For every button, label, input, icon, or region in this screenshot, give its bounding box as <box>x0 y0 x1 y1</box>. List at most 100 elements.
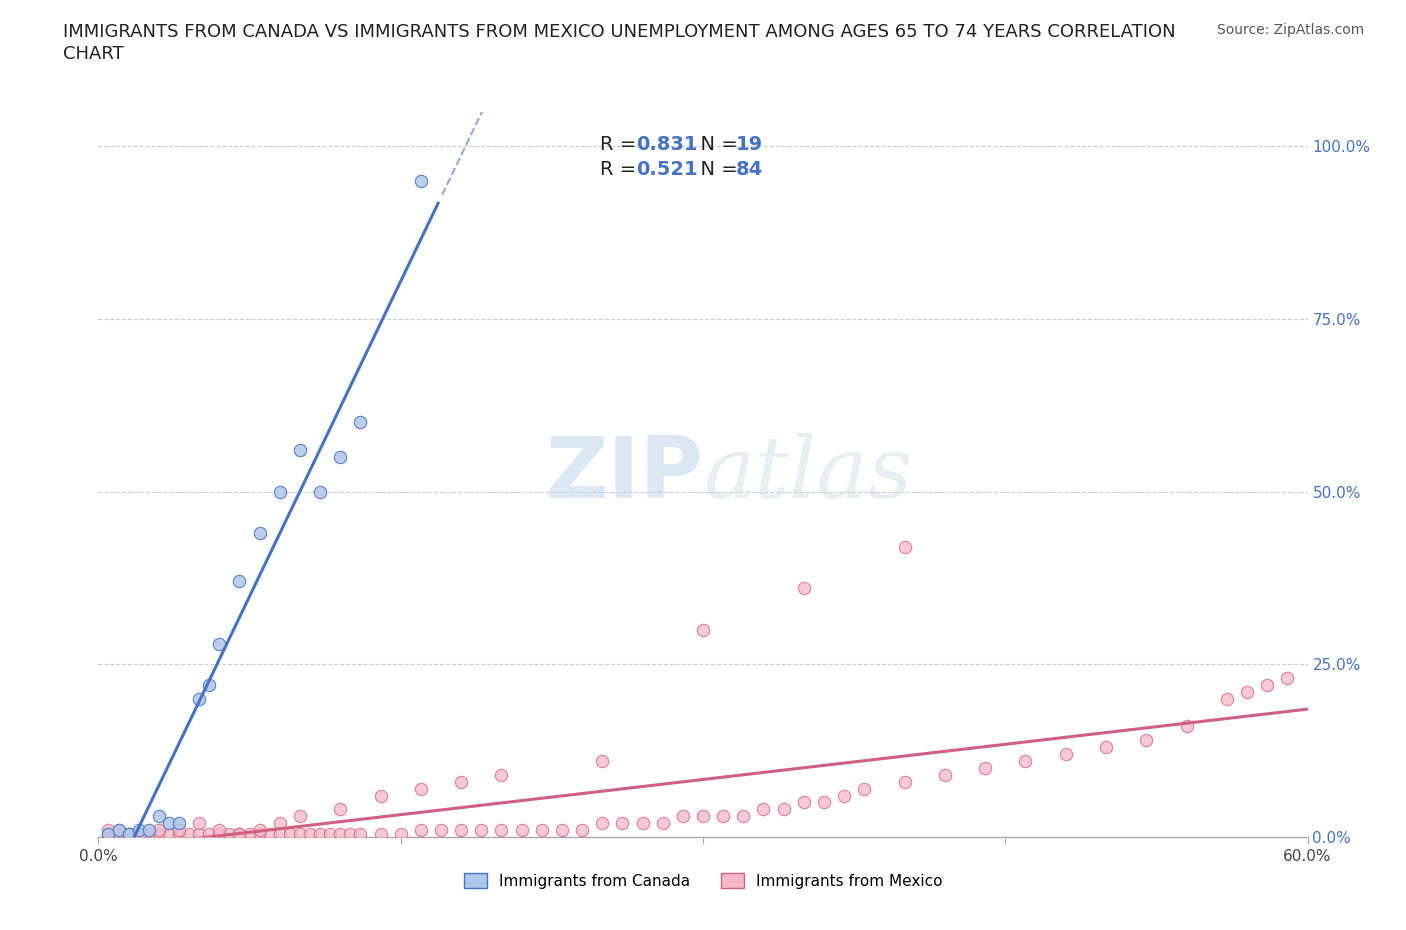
Point <box>107 823 129 838</box>
Point <box>813 795 835 810</box>
Point <box>733 809 755 824</box>
Point <box>148 809 170 824</box>
Text: R =: R = <box>600 160 643 179</box>
Point <box>269 826 291 841</box>
Point <box>128 826 150 841</box>
Point <box>1135 733 1157 748</box>
Point <box>249 823 271 838</box>
Point <box>793 581 815 596</box>
Point <box>198 826 221 841</box>
Point <box>97 826 120 841</box>
Point <box>339 826 361 841</box>
Point <box>259 826 281 841</box>
Point <box>1277 671 1299 685</box>
Point <box>551 823 574 838</box>
Text: 84: 84 <box>735 160 763 179</box>
Point <box>107 826 129 841</box>
Point <box>188 816 211 830</box>
Text: 19: 19 <box>735 135 763 153</box>
Point <box>329 802 352 817</box>
Point <box>309 826 332 841</box>
Point <box>470 823 492 838</box>
Point <box>672 809 695 824</box>
Text: R =: R = <box>600 135 643 153</box>
Point <box>278 826 301 841</box>
Point <box>157 826 180 841</box>
Point <box>269 485 291 499</box>
Point <box>167 816 190 830</box>
Legend: Immigrants from Canada, Immigrants from Mexico: Immigrants from Canada, Immigrants from … <box>458 867 948 895</box>
Point <box>118 826 141 841</box>
Point <box>631 816 654 830</box>
Point <box>167 823 190 838</box>
Point <box>269 816 291 830</box>
Point <box>530 823 553 838</box>
Point <box>430 823 453 838</box>
Point <box>450 775 472 790</box>
Point <box>288 826 311 841</box>
Point <box>692 622 714 637</box>
Point <box>491 823 513 838</box>
Point <box>1095 739 1118 754</box>
Point <box>299 826 322 841</box>
Text: IMMIGRANTS FROM CANADA VS IMMIGRANTS FROM MEXICO UNEMPLOYMENT AMONG AGES 65 TO 7: IMMIGRANTS FROM CANADA VS IMMIGRANTS FRO… <box>63 23 1175 41</box>
Point <box>409 173 432 188</box>
Point <box>157 816 180 830</box>
Point <box>974 761 997 776</box>
Point <box>591 753 613 768</box>
Point <box>793 795 815 810</box>
Point <box>148 826 170 841</box>
Point <box>97 826 120 841</box>
Point <box>138 826 160 841</box>
Point <box>491 767 513 782</box>
Point <box>409 781 432 796</box>
Point <box>188 826 211 841</box>
Text: N =: N = <box>689 135 745 153</box>
Point <box>450 823 472 838</box>
Point <box>752 802 775 817</box>
Point <box>128 823 150 838</box>
Point <box>692 809 714 824</box>
Point <box>198 678 221 693</box>
Point <box>934 767 956 782</box>
Point <box>832 788 855 803</box>
Point <box>208 826 231 841</box>
Point <box>409 823 432 838</box>
Point <box>288 443 311 458</box>
Point <box>591 816 613 830</box>
Point <box>218 826 240 841</box>
Point <box>138 823 160 838</box>
Point <box>148 823 170 838</box>
Point <box>651 816 673 830</box>
Point <box>1256 678 1278 693</box>
Point <box>1216 691 1239 706</box>
Point <box>370 826 392 841</box>
Text: 0.831: 0.831 <box>637 135 697 153</box>
Point <box>128 826 150 841</box>
Point <box>370 788 392 803</box>
Point <box>893 775 915 790</box>
Point <box>309 485 332 499</box>
Point <box>711 809 734 824</box>
Point <box>1236 684 1258 699</box>
Point <box>349 826 371 841</box>
Point <box>188 691 211 706</box>
Point <box>329 449 352 464</box>
Point <box>772 802 794 817</box>
Point <box>1175 719 1198 734</box>
Point <box>118 826 141 841</box>
Point <box>1014 753 1036 768</box>
Point <box>893 539 915 554</box>
Text: ZIP: ZIP <box>546 432 703 516</box>
Point <box>97 823 120 838</box>
Point <box>107 823 129 838</box>
Point <box>853 781 876 796</box>
Text: CHART: CHART <box>63 45 124 62</box>
Point <box>167 826 190 841</box>
Point <box>249 525 271 540</box>
Point <box>208 823 231 838</box>
Point <box>179 826 201 841</box>
Point <box>389 826 412 841</box>
Point <box>288 809 311 824</box>
Point <box>228 826 250 841</box>
